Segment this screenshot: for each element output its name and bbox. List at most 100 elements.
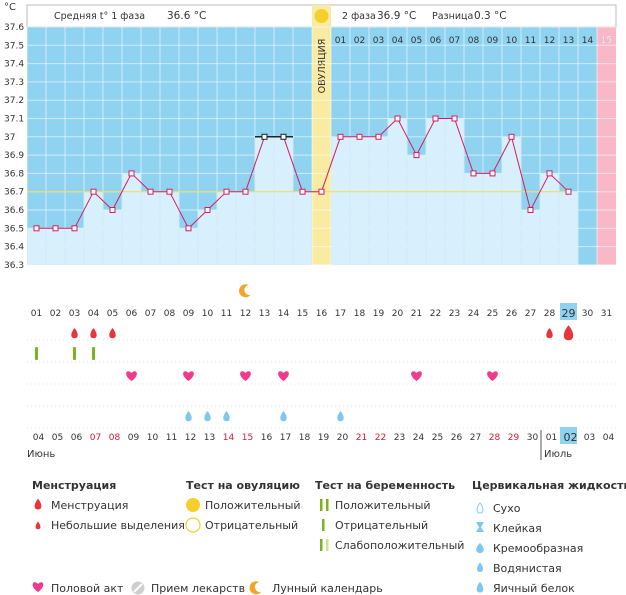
date-label: 23	[394, 433, 405, 443]
temperature-area-column	[122, 173, 141, 265]
legend-intercourse-heart-icon	[32, 582, 44, 592]
cycle-day-label: 01	[31, 309, 42, 319]
y-tick-label: 37	[4, 133, 15, 143]
temperature-point	[52, 225, 59, 232]
ovulation-test-bar-icon	[35, 347, 38, 360]
legend-eggwhite-icon	[476, 581, 484, 593]
temperature-point	[128, 170, 135, 177]
legend-ovulation-positive: Положительный	[205, 499, 301, 512]
legend-spotting-item: Небольшие выделения	[51, 519, 185, 532]
date-label: 09	[128, 433, 140, 443]
temperature-point	[470, 170, 477, 177]
temperature-area-column	[255, 136, 274, 265]
luteal-day-label: 08	[468, 36, 480, 46]
temperature-area-column	[160, 191, 179, 265]
date-label: 07	[90, 433, 101, 443]
temperature-point	[223, 188, 230, 195]
date-label: 17	[280, 433, 291, 443]
temperature-area-column	[331, 136, 350, 265]
legend-dry-icon	[476, 502, 484, 514]
temperature-point	[204, 207, 211, 213]
luteal-day-label: 14	[582, 36, 594, 46]
expected-period-column	[597, 27, 616, 265]
temperature-point	[318, 188, 325, 195]
y-tick-label: 37.3	[4, 78, 24, 88]
temperature-point	[527, 207, 534, 213]
egg-white-drop-icon	[185, 411, 192, 422]
legend-spotting-drop-icon	[35, 521, 41, 530]
legend-ovulation-positive-icon	[186, 498, 200, 512]
legend-cervical-title: Цервикальная жидкость	[472, 479, 626, 492]
temperature-point	[451, 115, 458, 122]
legend-pregnancy-test-title: Тест на беременность	[315, 479, 456, 492]
cycle-day-label: 14	[278, 309, 290, 319]
intercourse-heart-icon	[411, 371, 422, 381]
temperature-point	[432, 115, 439, 122]
diff-label: Разница	[432, 11, 473, 22]
temperature-area-column	[502, 136, 521, 265]
y-tick-label: 37.6	[4, 23, 24, 33]
cycle-day-label: 28	[544, 309, 556, 319]
cycle-day-label: 21	[411, 309, 422, 319]
temperature-area-column	[103, 210, 122, 265]
luteal-day-label: 01	[335, 36, 346, 46]
legend-pregnancy-negative: Отрицательный	[335, 519, 429, 532]
luteal-day-label: 05	[411, 36, 422, 46]
menstruation-drop-icon	[546, 328, 553, 339]
date-label: 05	[52, 433, 63, 443]
date-label: 28	[489, 433, 501, 443]
today-cycle-highlight	[560, 303, 577, 320]
temperature-point	[185, 225, 192, 232]
cycle-day-label: 05	[107, 309, 118, 319]
y-tick-label: 36.4	[4, 243, 24, 253]
temperature-point	[109, 207, 116, 213]
temperature-point	[90, 188, 97, 195]
date-label: 03	[584, 433, 595, 443]
cycle-day-label: 23	[449, 309, 460, 319]
temperature-area-column	[46, 228, 65, 265]
date-label: 01	[546, 433, 557, 443]
legend-menstruation-item: Менструация	[51, 499, 129, 512]
y-tick-label: 36.7	[4, 188, 24, 198]
temperature-area-column	[407, 155, 426, 265]
date-label: 21	[356, 433, 367, 443]
cycle-day-label: 17	[335, 309, 346, 319]
ovulation-band	[312, 5, 331, 265]
cycle-day-label: 12	[240, 309, 251, 319]
cycle-day-label: 29	[562, 307, 576, 320]
temperature-area-column	[179, 228, 198, 265]
date-label: 25	[432, 433, 443, 443]
cycle-day-label: 02	[50, 309, 61, 319]
legend-pregnancy-positive-icon	[326, 499, 329, 511]
date-label: 29	[508, 433, 520, 443]
temperature-point	[147, 188, 154, 195]
luteal-day-label: 12	[544, 36, 555, 46]
cycle-day-label: 30	[582, 309, 594, 319]
legend-creamy-icon	[476, 543, 484, 553]
egg-white-drop-icon	[280, 411, 287, 422]
temperature-point	[546, 170, 553, 177]
luteal-day-label: 03	[373, 36, 384, 46]
intercourse-heart-icon	[240, 371, 251, 381]
temperature-point	[565, 188, 572, 195]
luteal-day-label: 02	[354, 36, 365, 46]
y-tick-label: 37.4	[4, 60, 24, 70]
date-label: 20	[337, 433, 349, 443]
date-label: 02	[564, 431, 578, 444]
cycle-day-label: 20	[392, 309, 404, 319]
date-label: 11	[166, 433, 177, 443]
temperature-area-column	[521, 210, 540, 265]
luteal-day-label: 10	[506, 36, 518, 46]
luteal-day-label: 09	[487, 36, 499, 46]
menstruation-drop-icon	[109, 328, 116, 339]
temperature-area-column	[84, 191, 103, 265]
legend-pregnancy-negative-icon	[322, 519, 325, 531]
y-tick-label: 36.8	[4, 169, 24, 179]
legend-pregnancy-weak-icon	[326, 539, 329, 551]
intercourse-heart-icon	[278, 371, 289, 381]
cycle-day-label: 08	[164, 309, 176, 319]
cycle-day-label: 04	[88, 309, 100, 319]
luteal-day-label: 11	[525, 36, 536, 46]
temperature-area-column	[350, 136, 369, 265]
temperature-point	[413, 152, 420, 159]
